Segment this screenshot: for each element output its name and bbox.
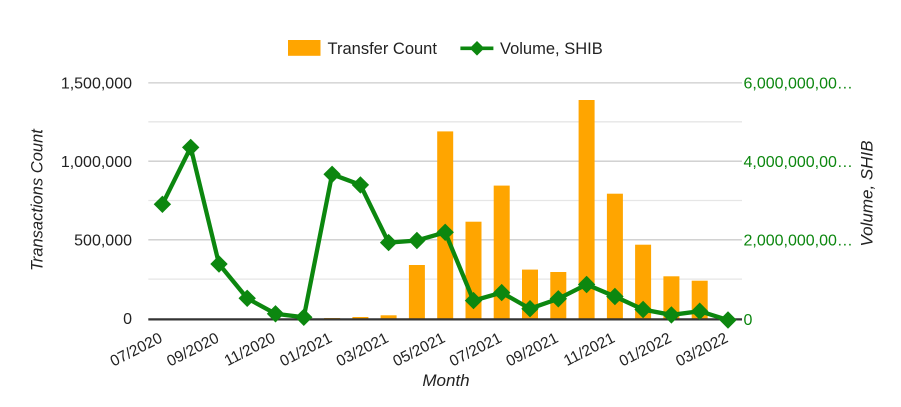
svg-text:0: 0 <box>744 312 753 329</box>
svg-text:05/2021: 05/2021 <box>390 330 448 371</box>
svg-text:11/2021: 11/2021 <box>561 330 618 370</box>
svg-text:1,500,000: 1,500,000 <box>61 76 132 93</box>
svg-text:01/2022: 01/2022 <box>617 330 675 371</box>
svg-text:11/2020: 11/2020 <box>222 330 279 370</box>
svg-text:07/2020: 07/2020 <box>108 330 166 371</box>
svg-text:4,000,000,00…: 4,000,000,00… <box>744 154 853 171</box>
svg-text:Transactions Count: Transactions Count <box>29 128 47 271</box>
svg-text:Volume, SHIB: Volume, SHIB <box>858 140 877 246</box>
svg-text:Month: Month <box>422 371 469 390</box>
svg-text:0: 0 <box>123 311 132 328</box>
svg-text:07/2021: 07/2021 <box>447 330 505 371</box>
svg-text:09/2020: 09/2020 <box>164 330 222 371</box>
svg-text:Volume, SHIB: Volume, SHIB <box>500 40 603 58</box>
svg-text:Transfer Count: Transfer Count <box>328 40 438 58</box>
svg-text:03/2022: 03/2022 <box>673 330 731 371</box>
svg-text:500,000: 500,000 <box>74 233 132 250</box>
svg-text:1,000,000: 1,000,000 <box>61 154 132 171</box>
svg-text:6,000,000,00…: 6,000,000,00… <box>744 76 853 93</box>
svg-text:01/2021: 01/2021 <box>277 330 335 371</box>
svg-text:03/2021: 03/2021 <box>334 330 392 371</box>
svg-text:2,000,000,00…: 2,000,000,00… <box>744 233 853 250</box>
svg-text:09/2021: 09/2021 <box>503 330 561 371</box>
